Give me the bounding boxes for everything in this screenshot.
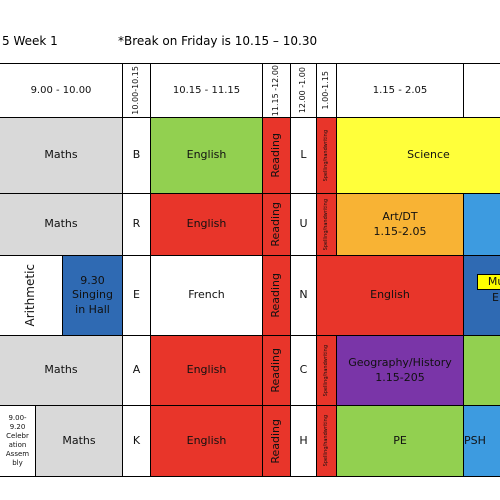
- cell-text: Reading: [269, 133, 283, 178]
- reading: Reading: [262, 335, 291, 406]
- cell-text: R: [132, 217, 141, 231]
- lunch-letter: N: [290, 255, 317, 336]
- break-letter: K: [122, 405, 151, 477]
- cell-text: English: [186, 148, 227, 162]
- spelling: Spelling/handwriting: [316, 193, 337, 256]
- cell-text: Maths: [62, 433, 96, 447]
- time-header: 12.00 -1.00: [290, 63, 317, 118]
- lesson: PSH: [463, 405, 500, 477]
- lesson: Geography/History 1.15-205: [336, 335, 464, 406]
- cell-text: Arithmetic: [23, 264, 38, 327]
- reading: Reading: [262, 193, 291, 256]
- lunch-letter: H: [290, 405, 317, 477]
- cell-text: Mus: [487, 274, 500, 288]
- lesson: PE: [336, 405, 464, 477]
- lesson: Science: [336, 117, 500, 194]
- cell-text: PSH: [464, 433, 486, 447]
- cell-text: English: [186, 217, 227, 231]
- cell-text: Reading: [269, 273, 283, 318]
- lunch-letter: C: [290, 335, 317, 406]
- time-header: 10.00-10.15: [122, 63, 151, 118]
- lesson: Maths: [35, 405, 123, 477]
- label: En: [477, 290, 500, 307]
- cell-text: 1.00-1.15: [321, 71, 331, 110]
- cell-text: Science: [407, 148, 450, 162]
- cell-text: English: [370, 288, 410, 302]
- cell-text: C: [299, 363, 308, 377]
- cell: [463, 255, 500, 336]
- time-header: 10.15 - 11.15: [150, 63, 263, 118]
- lesson: English: [150, 405, 263, 477]
- lesson: English: [316, 255, 464, 336]
- lesson: English: [150, 335, 263, 406]
- break-letter: B: [122, 117, 151, 194]
- cell-text: Reading: [269, 348, 283, 393]
- spelling: Spelling/handwriting: [316, 335, 337, 406]
- cell-text: B: [132, 148, 141, 162]
- cell-text: Reading: [269, 202, 283, 247]
- time-header: 1.00-1.15: [316, 63, 337, 118]
- lesson: 9.00- 9.20 Celebr ation Assem bly: [0, 405, 36, 477]
- cell: [463, 63, 500, 118]
- cell-text: Maths: [44, 217, 78, 231]
- cell-text: 9.30 Singing in Hall: [71, 274, 113, 316]
- break-note: *Break on Friday is 10.15 – 10.30: [118, 34, 318, 48]
- lunch-letter: L: [290, 117, 317, 194]
- cell-text: H: [299, 433, 308, 447]
- lesson: Arithmetic: [0, 255, 63, 336]
- lesson: French: [150, 255, 263, 336]
- cell-text: 11.15 -12.00: [271, 64, 281, 117]
- cell-text: 10.00-10.15: [131, 66, 141, 115]
- lesson: Maths: [0, 335, 123, 406]
- cell-text: PE: [393, 433, 407, 447]
- cell-text: E: [133, 288, 140, 302]
- lesson: English: [150, 193, 263, 256]
- cell-text: Maths: [44, 148, 78, 162]
- break-letter: R: [122, 193, 151, 256]
- lesson: Maths: [0, 117, 123, 194]
- cell-text: Spelling/handwriting: [323, 415, 330, 467]
- week-label: 5 Week 1: [2, 34, 58, 48]
- cell-text: 9.00- 9.20 Celebr ation Assem bly: [5, 413, 30, 468]
- cell-text: K: [132, 433, 141, 447]
- break-letter: A: [122, 335, 151, 406]
- reading: Reading: [262, 405, 291, 477]
- lesson: Maths: [0, 193, 123, 256]
- spelling: Spelling/handwriting: [316, 117, 337, 194]
- break-letter: E: [122, 255, 151, 336]
- cell-text: L: [300, 148, 307, 162]
- cell-text: Art/DT 1.15-2.05: [373, 210, 427, 238]
- time-header: 1.15 - 2.05: [336, 63, 464, 118]
- cell-text: French: [188, 288, 225, 302]
- cell-text: 12.00 -1.00: [298, 67, 308, 114]
- cell-text: En: [492, 291, 500, 305]
- cell-text: A: [132, 363, 141, 377]
- lesson: English: [150, 117, 263, 194]
- cell: [463, 335, 500, 406]
- cell-text: 10.15 - 11.15: [172, 85, 241, 96]
- reading: Reading: [262, 255, 291, 336]
- cell-text: 9.00 - 10.00: [30, 85, 92, 96]
- spelling: Spelling/handwriting: [316, 405, 337, 477]
- lunch-letter: U: [290, 193, 317, 256]
- cell-text: Spelling/handwriting: [323, 198, 330, 251]
- label: Mus: [477, 274, 500, 290]
- cell-text: Maths: [44, 363, 78, 377]
- cell-text: 1.15 - 2.05: [372, 85, 428, 96]
- lesson: 9.30 Singing in Hall: [62, 255, 123, 336]
- time-header: 11.15 -12.00: [262, 63, 291, 118]
- cell-text: Spelling/handwriting: [323, 344, 330, 397]
- cell: [463, 193, 500, 256]
- cell-text: English: [186, 433, 227, 447]
- cell-text: Spelling/handwriting: [323, 129, 330, 182]
- time-header: 9.00 - 10.00: [0, 63, 123, 118]
- cell-text: Geography/History 1.15-205: [348, 356, 452, 384]
- cell-text: Reading: [269, 418, 283, 464]
- reading: Reading: [262, 117, 291, 194]
- cell-text: N: [299, 288, 308, 302]
- cell-text: English: [186, 363, 227, 377]
- cell-text: U: [299, 217, 308, 231]
- lesson: Art/DT 1.15-2.05: [336, 193, 464, 256]
